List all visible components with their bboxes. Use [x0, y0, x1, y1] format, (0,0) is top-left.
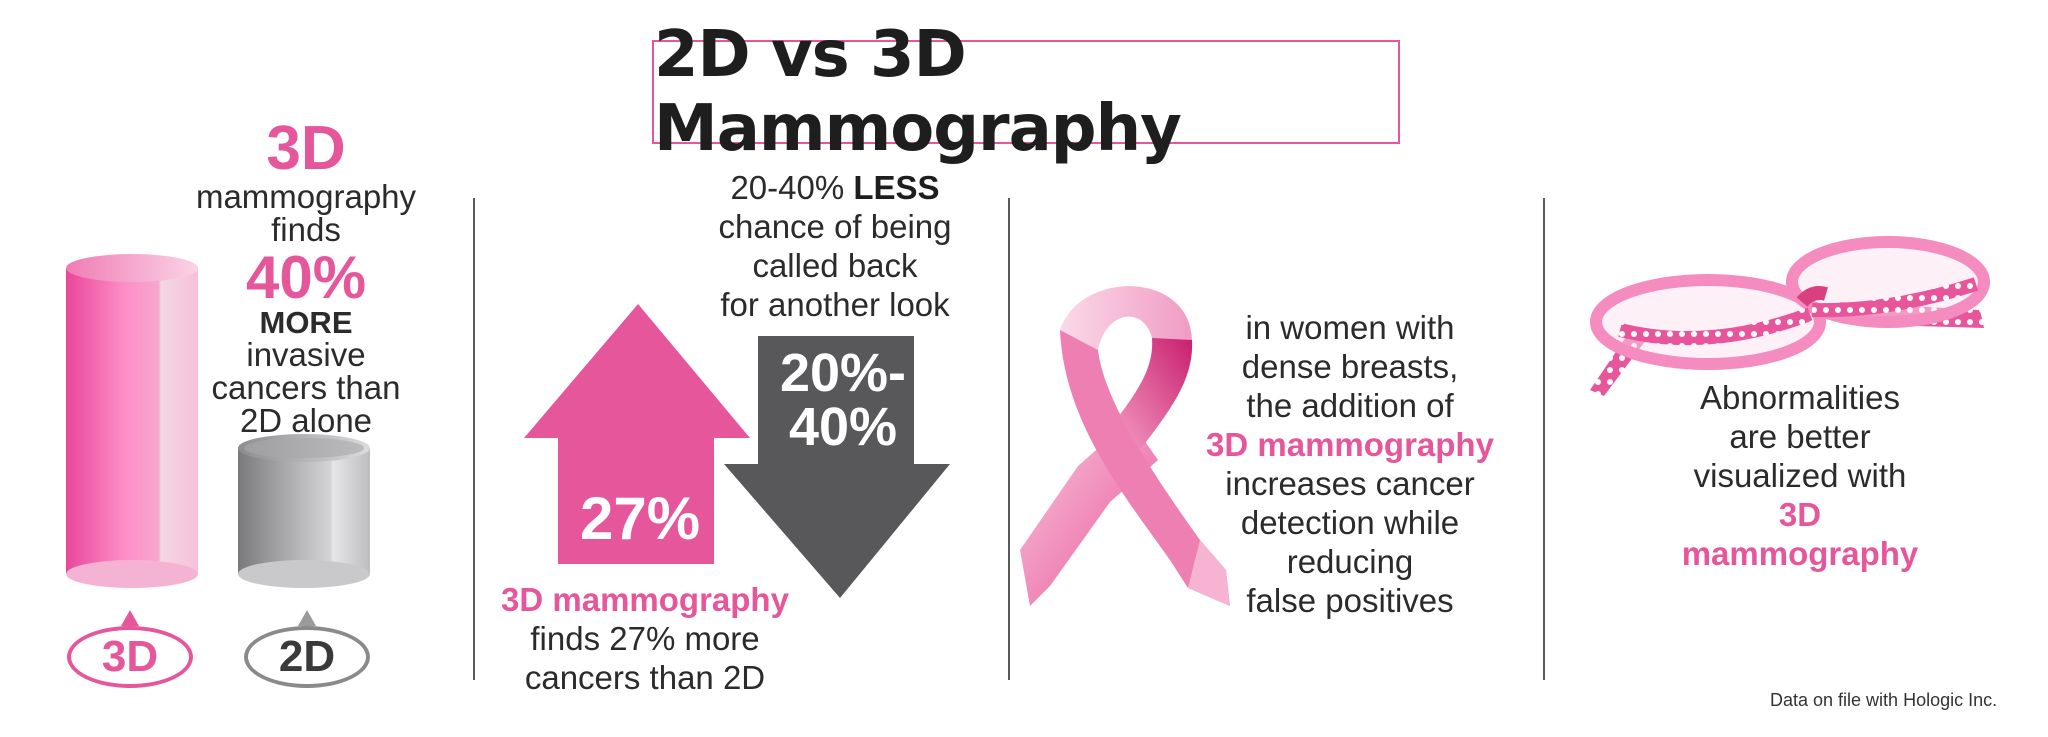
text-line: are better: [1729, 418, 1871, 455]
text-line: invasive: [246, 336, 366, 373]
emphasis-less: LESS: [853, 169, 940, 206]
page-title: 2D vs 3D Mammography: [654, 18, 1182, 166]
emphasis-more: MORE: [259, 305, 353, 340]
callback-range: 20-40%: [730, 169, 845, 206]
text-line: dense breasts,: [1241, 348, 1459, 385]
down-arrow-icon: [724, 336, 950, 598]
divider: [473, 198, 475, 680]
title-box: 2D vs 3D Mammography: [652, 18, 1400, 166]
badge-pointer: [121, 610, 139, 626]
text-line: reducing: [1286, 543, 1414, 580]
polka-dot-glasses-icon: [1590, 236, 1990, 396]
text-line: Abnormalities: [1700, 379, 1900, 416]
down-value-line: 40%: [788, 397, 898, 457]
text-line: finds 27% more: [530, 620, 760, 657]
dense-breasts-text: in women with dense breasts, the additio…: [1200, 308, 1500, 620]
highlight-3d: 3D: [1778, 496, 1822, 533]
highlight-mammography: mammography: [1681, 535, 1919, 572]
divider: [1543, 198, 1545, 680]
text-line: called back: [752, 247, 918, 284]
cylinder-2d-icon: [238, 434, 370, 588]
heading-3d: 3D: [266, 114, 346, 183]
footnote: Data on file with Hologic Inc.: [1770, 690, 1998, 710]
text-line: detection while: [1240, 504, 1460, 541]
text-line: finds: [271, 211, 341, 248]
up-arrow-value: 27%: [579, 485, 701, 552]
down-value-line: 20%-: [779, 343, 907, 403]
abnormalities-text: Abnormalities are better visualized with…: [1640, 378, 1960, 573]
text-line: 2D alone: [239, 402, 373, 439]
text-line: cancers than: [211, 369, 401, 406]
text-line: mammography: [195, 178, 417, 215]
text-line: in women with: [1245, 309, 1455, 346]
text-line: cancers than 2D: [524, 659, 766, 696]
text-line: false positives: [1246, 582, 1454, 619]
text-line: for another look: [720, 286, 950, 323]
arrows-graphic: [524, 304, 950, 598]
text-line: increases cancer: [1225, 465, 1475, 502]
down-arrow-value: 20%- 40%: [758, 346, 928, 454]
text-line: 20-40% LESS: [690, 168, 980, 207]
text-line: chance of being: [718, 208, 952, 245]
pink-ribbon-icon: [1020, 286, 1230, 606]
text-line: visualized with: [1693, 457, 1907, 494]
cylinder-3d-icon: [66, 254, 198, 588]
highlight-3d-mammography: 3D mammography: [501, 581, 789, 618]
text-line: the addition of: [1246, 387, 1454, 424]
callback-text: 20-40% LESS chance of being called back …: [690, 168, 980, 324]
section-3d-finds: 3D mammography finds 40% MORE invasive c…: [170, 114, 442, 439]
divider: [1008, 198, 1010, 680]
badge-pointer: [298, 610, 316, 626]
badge-2d: 2D: [244, 626, 370, 688]
finds-27-text: 3D mammography finds 27% more cancers th…: [480, 580, 810, 697]
stat-percent: 40%: [245, 244, 367, 311]
up-arrow-icon: [524, 304, 750, 564]
cylinders-graphic: [66, 254, 370, 588]
badge-3d: 3D: [67, 626, 193, 688]
highlight-3d-mammography: 3D mammography: [1206, 426, 1494, 463]
